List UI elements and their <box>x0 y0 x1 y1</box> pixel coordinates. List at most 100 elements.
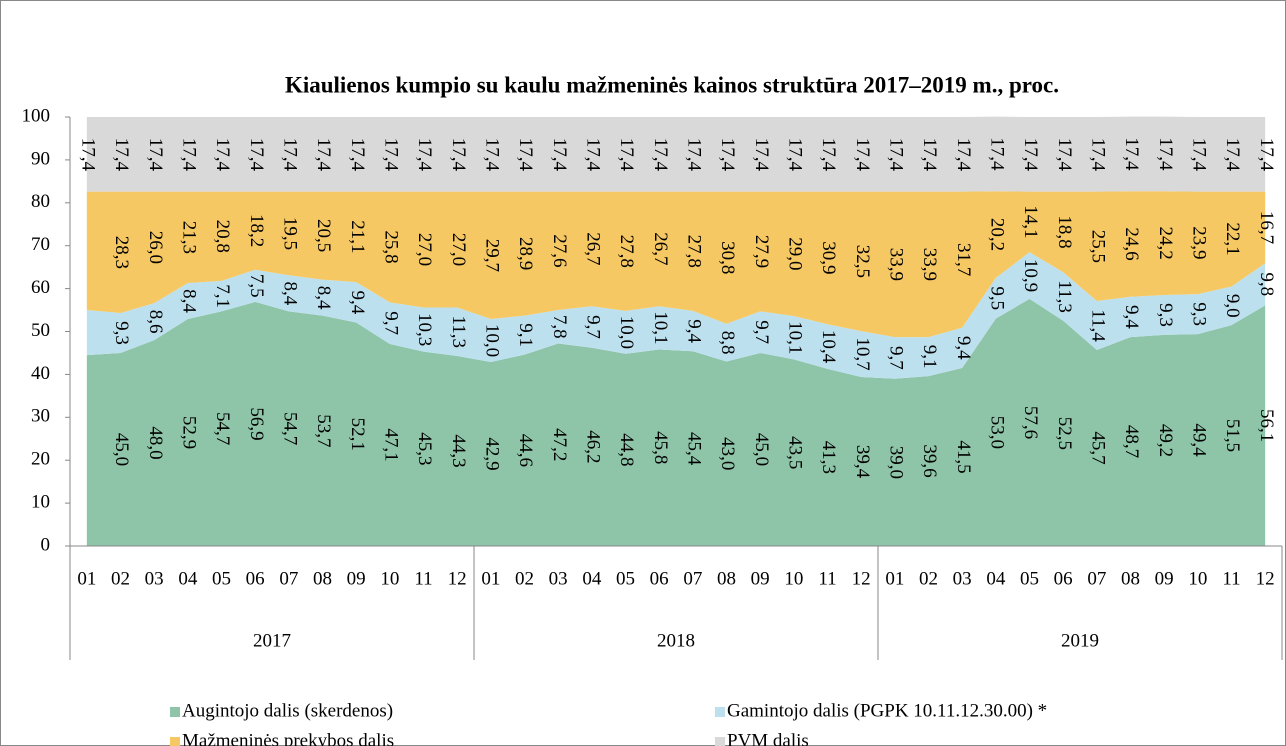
data-label: 17,4 <box>212 138 233 172</box>
data-label: 26,7 <box>582 232 603 265</box>
data-label: 8,4 <box>313 286 334 310</box>
data-label: 51,5 <box>1222 419 1243 452</box>
x-tick-label: 10 <box>380 568 399 589</box>
x-tick-label: 01 <box>885 568 904 589</box>
data-label: 17,4 <box>616 138 637 172</box>
data-label: 26,7 <box>650 232 671 265</box>
data-label: 39,4 <box>852 445 873 479</box>
data-label: 27,0 <box>448 233 469 266</box>
data-label: 48,7 <box>1121 425 1142 458</box>
x-tick-label: 12 <box>448 568 467 589</box>
data-label: 43,5 <box>784 436 805 469</box>
data-label: 27,9 <box>751 235 772 268</box>
data-label: 17,4 <box>313 138 334 172</box>
data-label: 9,3 <box>1188 302 1209 326</box>
data-label: 17,4 <box>919 138 940 172</box>
y-tick-label: 40 <box>31 363 50 384</box>
data-label: 17,4 <box>1020 138 1041 172</box>
x-tick-label: 11 <box>414 568 432 589</box>
data-label: 21,1 <box>347 220 368 253</box>
data-label: 45,8 <box>650 431 671 464</box>
data-label: 17,4 <box>717 138 738 172</box>
data-label: 49,4 <box>1188 423 1209 457</box>
y-tick-label: 30 <box>31 406 50 427</box>
area <box>86 298 1266 546</box>
data-label: 41,5 <box>953 440 974 473</box>
x-tick-label: 09 <box>347 568 366 589</box>
data-label: 27,0 <box>414 233 435 266</box>
data-label: 49,2 <box>1155 424 1176 457</box>
group-label: 2019 <box>1061 630 1099 651</box>
y-tick-label: 50 <box>31 320 50 341</box>
data-label: 10,7 <box>852 337 873 370</box>
x-tick-label: 12 <box>1256 568 1275 589</box>
data-label: 20,8 <box>212 220 233 253</box>
data-label: 30,9 <box>818 241 839 274</box>
data-label: 32,5 <box>852 245 873 278</box>
data-label: 47,2 <box>549 428 570 461</box>
data-label: 52,5 <box>1054 417 1075 450</box>
data-label: 9,4 <box>953 336 974 360</box>
data-label: 7,8 <box>549 315 570 339</box>
x-tick-label: 06 <box>246 568 265 589</box>
area <box>86 252 1266 379</box>
data-label: 11,4 <box>1087 309 1108 342</box>
x-tick-label: 08 <box>313 568 332 589</box>
y-tick-label: 90 <box>31 148 50 169</box>
y-tick-label: 0 <box>41 534 51 555</box>
data-label: 18,8 <box>1054 215 1075 248</box>
group-label: 2018 <box>657 630 695 651</box>
data-label: 56,1 <box>1256 409 1277 442</box>
x-tick-label: 07 <box>683 568 702 589</box>
x-tick-label: 11 <box>818 568 836 589</box>
data-label: 24,6 <box>1121 227 1142 260</box>
data-label: 22,1 <box>1222 222 1243 255</box>
data-label: 24,2 <box>1155 227 1176 260</box>
data-label: 31,7 <box>953 243 974 276</box>
data-label: 48,0 <box>145 426 166 459</box>
data-label: 9,3 <box>111 321 132 345</box>
data-label: 26,0 <box>145 231 166 264</box>
data-label: 10,1 <box>650 311 671 344</box>
data-label: 20,5 <box>313 219 334 252</box>
data-label: 9,1 <box>515 323 536 347</box>
x-tick-label: 04 <box>582 568 602 589</box>
data-label: 17,4 <box>650 138 671 172</box>
x-tick-label: 08 <box>1121 568 1140 589</box>
data-label: 17,4 <box>448 138 469 172</box>
group-label: 2017 <box>253 630 291 651</box>
y-tick-label: 10 <box>31 491 50 512</box>
data-label: 10,0 <box>481 324 502 357</box>
x-tick-label: 01 <box>481 568 500 589</box>
x-tick-label: 06 <box>650 568 669 589</box>
data-label: 10,1 <box>784 321 805 354</box>
x-tick-label: 03 <box>549 568 568 589</box>
data-label: 39,6 <box>919 444 940 477</box>
area <box>86 191 1266 338</box>
data-label: 56,9 <box>246 407 267 440</box>
legend-label: Gamintojo dalis (PGPK 10.11.12.30.00) * <box>727 700 1047 721</box>
x-tick-label: 05 <box>616 568 635 589</box>
data-label: 17,4 <box>414 138 435 172</box>
data-label: 7,1 <box>212 284 233 308</box>
data-label: 14,1 <box>1020 205 1041 238</box>
data-label: 20,2 <box>986 218 1007 251</box>
data-label: 10,0 <box>616 316 637 349</box>
x-tick-label: 09 <box>1155 568 1174 589</box>
data-label: 52,1 <box>347 418 368 451</box>
data-label: 39,0 <box>885 446 906 479</box>
data-label: 17,4 <box>515 138 536 172</box>
x-tick-label: 02 <box>111 568 130 589</box>
data-label: 17,4 <box>784 138 805 172</box>
legend-swatch <box>715 737 725 746</box>
data-label: 53,0 <box>986 416 1007 449</box>
data-label: 17,4 <box>953 138 974 172</box>
data-label: 41,3 <box>818 441 839 474</box>
x-tick-label: 05 <box>1020 568 1039 589</box>
y-tick-label: 100 <box>22 105 51 126</box>
legend-label: Augintojo dalis (skerdenos) <box>182 700 393 721</box>
data-label: 45,0 <box>111 433 132 466</box>
data-label: 30,8 <box>717 241 738 274</box>
